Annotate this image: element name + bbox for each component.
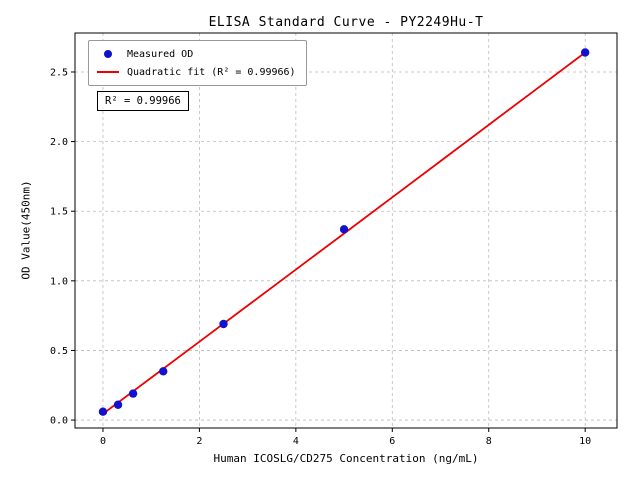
x-axis-label: Human ICOSLG/CD275 Concentration (ng/mL): [213, 452, 479, 465]
x-tick-label: 6: [389, 436, 395, 447]
legend-entry-measured-od: Measured OD: [97, 47, 296, 61]
measured-od-point: [98, 407, 108, 416]
legend: Measured OD Quadratic fit (R² = 0.99966): [88, 40, 307, 86]
measured-od-point: [159, 367, 168, 376]
measured-od-point: [339, 225, 349, 234]
legend-entry-quadratic-fit: Quadratic fit (R² = 0.99966): [97, 65, 296, 79]
chart-title: ELISA Standard Curve - PY2249Hu-T: [208, 15, 484, 30]
y-tick-label: 0.0: [50, 416, 68, 427]
x-tick-label: 2: [196, 436, 202, 447]
measured-od-point: [219, 319, 228, 329]
legend-label-quadratic-fit: Quadratic fit (R² = 0.99966): [127, 66, 296, 78]
legend-label-measured-od: Measured OD: [127, 48, 194, 60]
measured-od-point: [113, 400, 123, 409]
r-squared-annotation: R² = 0.99966: [97, 91, 189, 111]
y-tick-label: 1.0: [50, 276, 68, 287]
x-tick-label: 8: [486, 436, 492, 447]
plot-border: [74, 32, 618, 429]
y-tick-label: 2.0: [50, 137, 68, 148]
measured-od-point: [580, 48, 590, 57]
quadratic-fit-marker-icon: [97, 71, 119, 73]
x-tick-label: 0: [100, 436, 106, 447]
measured-od-marker-icon: [104, 50, 112, 58]
y-tick-label: 0.5: [50, 346, 68, 357]
y-tick-label: 2.5: [50, 67, 68, 78]
y-tick-label: 1.5: [50, 207, 68, 218]
legend-marker-cell: [97, 50, 119, 58]
x-tick-label: 4: [293, 436, 299, 447]
measured-od-point: [128, 389, 138, 398]
y-axis-label: OD Value(450nm): [19, 180, 33, 280]
x-tick-label: 10: [579, 436, 591, 447]
legend-marker-cell: [97, 71, 119, 73]
